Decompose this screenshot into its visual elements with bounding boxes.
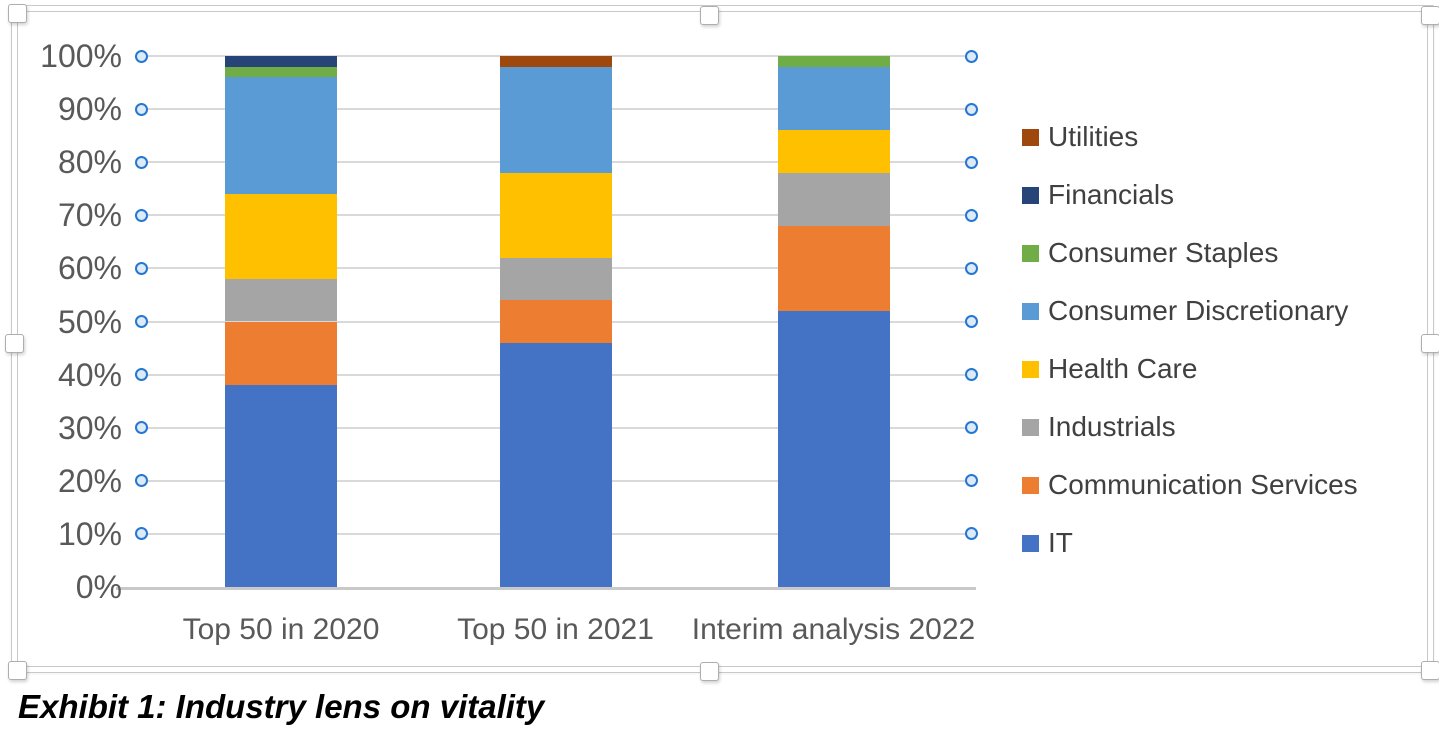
legend-item-financials[interactable]: Financials <box>1022 180 1358 210</box>
legend-item-communication-services[interactable]: Communication Services <box>1022 470 1358 500</box>
legend-label: IT <box>1048 527 1073 558</box>
resize-handle-top-center[interactable] <box>700 6 719 25</box>
gridline-endpoint-handle-right <box>964 368 978 382</box>
bar-segment-communication-services[interactable] <box>225 321 337 386</box>
resize-handle-middle-right[interactable] <box>1421 334 1439 353</box>
bar-segment-industrials[interactable] <box>225 279 337 322</box>
legend-label: Consumer Discretionary <box>1048 295 1349 326</box>
y-axis-tick-label: 0% <box>75 569 122 605</box>
legend-item-industrials[interactable]: Industrials <box>1022 412 1358 442</box>
resize-handle-top-left[interactable] <box>8 4 27 23</box>
x-axis-category-label: Interim analysis 2022 <box>691 613 976 646</box>
y-axis-tick-label: 80% <box>57 144 122 181</box>
gridline-endpoint-handle-right <box>964 527 978 541</box>
y-axis-tick-label: 60% <box>57 250 122 287</box>
bar-segment-financials[interactable] <box>225 56 337 67</box>
gridline-endpoint-handle-left <box>134 315 148 328</box>
legend-label: Communication Services <box>1048 469 1358 500</box>
resize-handle-middle-left[interactable] <box>5 334 24 353</box>
gridline-endpoint-handle-right <box>964 421 978 435</box>
bar-segment-communication-services[interactable] <box>499 300 612 343</box>
gridline-endpoint-handle-left <box>134 102 148 116</box>
gridline-endpoint-handle-left <box>134 261 148 275</box>
bar-segment-communication-services[interactable] <box>777 225 890 311</box>
legend-item-consumer-staples[interactable]: Consumer Staples <box>1022 238 1358 268</box>
gridline-endpoint-handle-left <box>134 155 148 169</box>
x-axis-category-label: Top 50 in 2020 <box>182 613 380 646</box>
gridline-endpoint-handle-right <box>964 474 978 488</box>
legend-label: Utilities <box>1048 121 1139 152</box>
legend-swatch <box>1022 128 1039 146</box>
gridline-endpoint-handle-left <box>134 49 148 63</box>
bar-segment-it[interactable] <box>225 385 337 587</box>
bar-segment-it[interactable] <box>777 310 890 587</box>
gridline-endpoint-handle-left <box>134 208 148 222</box>
legend-swatch <box>1022 476 1039 494</box>
legend-item-health-care[interactable]: Health Care <box>1022 354 1358 384</box>
exhibit-caption: Exhibit 1: Industry lens on vitality <box>18 688 545 725</box>
gridline-endpoint-handle-right <box>964 155 978 169</box>
bar-segment-health-care[interactable] <box>225 194 337 279</box>
gridline-endpoint-handle-left <box>134 527 148 541</box>
resize-handle-top-right[interactable] <box>1421 6 1439 25</box>
bar-segment-utilities[interactable] <box>499 56 612 67</box>
legend-swatch <box>1022 244 1039 262</box>
bar-segment-industrials[interactable] <box>777 172 890 226</box>
gridline-endpoint-handle-left <box>134 421 148 435</box>
gridline-endpoint-handle-right <box>964 208 978 222</box>
y-axis-tick-label: 70% <box>57 197 122 234</box>
gridline-endpoint-handle-right <box>964 315 978 328</box>
gridline-endpoint-handle-left <box>134 474 148 488</box>
legend-label: Consumer Staples <box>1048 237 1279 268</box>
chart-legend: Utilities Financials Consumer Staples Consu… <box>1022 122 1358 558</box>
gridline-endpoint-handle-right <box>964 102 978 116</box>
y-axis-tick-label: 40% <box>57 356 122 393</box>
legend-label: Financials <box>1048 179 1175 210</box>
y-axis-tick-label: 10% <box>57 515 122 552</box>
bar-segment-consumer-discretionary[interactable] <box>777 66 890 131</box>
bar-segment-consumer-discretionary[interactable] <box>499 66 612 173</box>
resize-handle-bottom-right[interactable] <box>1421 661 1439 680</box>
legend-label: Health Care <box>1048 353 1198 384</box>
bar-segment-consumer-discretionary[interactable] <box>225 77 337 195</box>
legend-label: Industrials <box>1048 411 1176 442</box>
y-axis-tick-label: 100% <box>40 38 122 74</box>
bar-segment-consumer-staples[interactable] <box>777 56 890 67</box>
gridline-endpoint-handle-right <box>964 49 978 63</box>
legend-swatch <box>1022 302 1039 320</box>
y-axis-tick-label: 20% <box>57 462 122 499</box>
resize-handle-bottom-center[interactable] <box>700 662 719 681</box>
legend-item-it[interactable]: IT <box>1022 528 1358 558</box>
x-axis-line <box>116 587 976 590</box>
legend-item-utilities[interactable]: Utilities <box>1022 122 1358 152</box>
legend-swatch <box>1022 418 1039 436</box>
bar-segment-industrials[interactable] <box>499 257 612 301</box>
legend-swatch <box>1022 534 1039 552</box>
gridline-endpoint-handle-right <box>964 261 978 275</box>
x-axis-category-label: Top 50 in 2021 <box>457 613 654 646</box>
legend-swatch <box>1022 360 1039 378</box>
bar-segment-it[interactable] <box>499 342 612 587</box>
legend-swatch <box>1022 186 1039 204</box>
resize-handle-bottom-left[interactable] <box>8 661 27 680</box>
bar-segment-health-care[interactable] <box>777 130 890 173</box>
y-axis-tick-label: 90% <box>57 91 122 128</box>
y-axis-tick-label: 50% <box>57 303 122 340</box>
bar-segment-consumer-staples[interactable] <box>225 66 337 78</box>
bar-segment-health-care[interactable] <box>499 172 612 258</box>
gridline-endpoint-handle-left <box>134 368 148 382</box>
y-axis-tick-label: 30% <box>57 409 122 446</box>
legend-item-consumer-discretionary[interactable]: Consumer Discretionary <box>1022 296 1358 326</box>
